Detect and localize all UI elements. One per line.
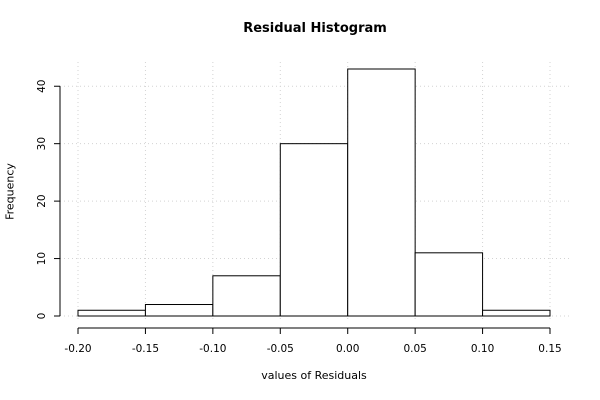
histogram-bar [347, 68, 416, 317]
x-tick-label: 0.10 [471, 343, 494, 355]
x-tick-label: -0.15 [132, 343, 159, 355]
histogram-bar [144, 304, 214, 317]
x-axis: -0.20 -0.15 -0.10 -0.05 0.00 0.05 0.10 0.15 [64, 327, 562, 355]
chart-title: Residual Histogram [243, 21, 387, 36]
x-tick-label: 0.15 [538, 343, 561, 355]
y-tick-label: 30 [36, 137, 48, 150]
histogram-bar [482, 309, 551, 317]
histogram-bar [414, 252, 484, 317]
x-tick-label: -0.05 [267, 343, 294, 355]
x-axis-label: values of Residuals [261, 369, 367, 382]
histogram-bars [77, 68, 551, 317]
x-tick-label: -0.20 [64, 343, 91, 355]
y-axis-label: Frequency [3, 163, 17, 220]
histogram-bar [212, 275, 281, 317]
x-tick-label: 0.00 [336, 343, 359, 355]
y-tick-label: 10 [36, 252, 48, 265]
y-tick-label: 0 [36, 313, 48, 320]
y-tick-label: 40 [36, 80, 48, 93]
histogram-bar [77, 309, 146, 317]
y-axis: 0 10 20 30 40 [36, 80, 61, 320]
y-tick-label: 20 [36, 194, 48, 207]
x-tick-label: 0.05 [403, 343, 426, 355]
histogram-bar [279, 143, 349, 317]
x-tick-label: -0.10 [199, 343, 226, 355]
